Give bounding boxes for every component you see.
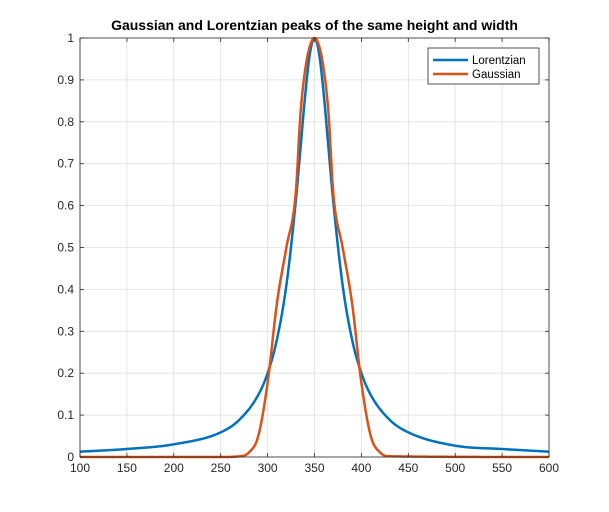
y-tick-label: 0.3 xyxy=(57,324,74,338)
x-tick-label: 350 xyxy=(304,461,324,475)
chart-title: Gaussian and Lorentzian peaks of the sam… xyxy=(111,17,518,33)
y-tick-label: 0.9 xyxy=(57,73,74,87)
x-tick-label: 500 xyxy=(445,461,465,475)
y-tick-label: 0.8 xyxy=(57,115,74,129)
y-tick-label: 1 xyxy=(67,31,74,45)
legend: Lorentzian Gaussian xyxy=(427,47,540,85)
x-tick-label: 400 xyxy=(351,461,371,475)
x-tick-label: 600 xyxy=(539,461,559,475)
legend-label-gaussian: Gaussian xyxy=(472,69,521,81)
x-tick-label: 250 xyxy=(211,461,231,475)
y-tick-label: 0.1 xyxy=(57,408,74,422)
x-tick-label: 100 xyxy=(70,461,90,475)
y-tick-label: 0.6 xyxy=(57,199,74,213)
y-tick-label: 0.4 xyxy=(57,282,74,296)
legend-box xyxy=(427,47,540,85)
y-tick-label: 0.2 xyxy=(57,366,74,380)
legend-label-lorentzian: Lorentzian xyxy=(472,55,526,67)
y-tick-label: 0 xyxy=(67,450,74,464)
y-tick-label: 0.5 xyxy=(57,241,74,255)
x-tick-label: 550 xyxy=(492,461,512,475)
x-tick-label: 150 xyxy=(117,461,137,475)
x-tick-label: 300 xyxy=(258,461,278,475)
x-tick-label: 450 xyxy=(398,461,418,475)
y-tick-label: 0.7 xyxy=(57,157,74,171)
ticks: 100 150 200 250 300 350 400 450 500 550 600 0 0.1 0.2… xyxy=(57,31,559,475)
x-tick-label: 200 xyxy=(164,461,184,475)
